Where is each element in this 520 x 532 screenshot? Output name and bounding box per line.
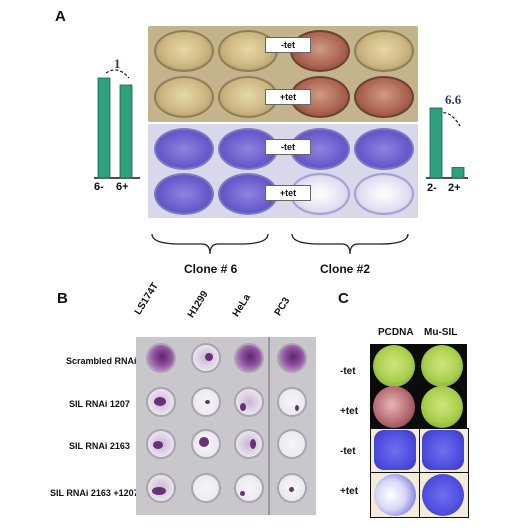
plate-c-bottom bbox=[370, 428, 469, 518]
well-c-r2c1 bbox=[373, 386, 415, 428]
col-label-b-3: HeLa bbox=[230, 292, 253, 319]
well-b-r4c2 bbox=[191, 473, 221, 503]
well-b-r2c4 bbox=[277, 387, 307, 417]
well-c-r1c2 bbox=[421, 345, 463, 387]
right-bar-annotation-value: 6.6 bbox=[445, 92, 462, 107]
row-label-c-1: -tet bbox=[340, 366, 356, 377]
well-a-r3c1 bbox=[154, 128, 214, 170]
plate-a-bottom bbox=[148, 124, 418, 218]
well-c-r2c2 bbox=[421, 386, 463, 428]
well-b-r1c2 bbox=[191, 343, 221, 373]
row-label-a-3: -tet bbox=[265, 139, 311, 155]
row-label-c-2: +tet bbox=[340, 406, 359, 417]
well-b-r4c1 bbox=[146, 473, 176, 503]
clone-label-6: Clone # 6 bbox=[184, 262, 238, 276]
left-bar-label-0: 6- bbox=[94, 181, 104, 193]
well-c-r4c1 bbox=[374, 474, 416, 516]
row-label-c-3: -tet bbox=[340, 446, 356, 457]
row-label-b-4: SIL RNAi 2163 +1207 bbox=[50, 488, 139, 498]
col-label-c-2: Mu-SIL bbox=[424, 327, 458, 338]
well-a-r4c1 bbox=[154, 173, 214, 215]
well-a-r4c4 bbox=[354, 173, 414, 215]
row-label-c-4: +tet bbox=[340, 486, 359, 497]
brace-clone-2 bbox=[291, 233, 409, 255]
row-label-b-1: Scrambled RNAi bbox=[66, 356, 137, 366]
row-label-a-1: -tet bbox=[265, 37, 311, 53]
well-c-r4c2 bbox=[422, 474, 464, 516]
left-bar-annotation-arc bbox=[105, 69, 130, 79]
well-b-r2c2 bbox=[191, 387, 221, 417]
plate-b-divider bbox=[268, 337, 270, 515]
plate-b bbox=[136, 337, 316, 515]
row-label-b-2: SIL RNAi 1207 bbox=[69, 399, 130, 409]
well-c-r3c1 bbox=[374, 430, 416, 470]
plate-c-grid-h bbox=[371, 472, 468, 473]
well-b-r1c3 bbox=[234, 343, 264, 373]
clone-label-2: Clone #2 bbox=[320, 262, 371, 276]
panel-c-letter: C bbox=[338, 290, 349, 307]
well-a-r2c4 bbox=[354, 76, 414, 118]
well-a-r1c4 bbox=[354, 30, 414, 72]
plate-c-top bbox=[370, 344, 467, 428]
row-label-a-4: +tet bbox=[265, 185, 311, 201]
well-b-r4c3 bbox=[234, 473, 264, 503]
well-a-r2c1 bbox=[154, 76, 214, 118]
left-bar-6- bbox=[97, 77, 111, 179]
well-b-r3c3 bbox=[234, 429, 264, 459]
well-b-r3c1 bbox=[146, 429, 176, 459]
well-b-r1c4 bbox=[277, 343, 307, 373]
well-b-r4c4 bbox=[277, 473, 307, 503]
col-label-c-1: PCDNA bbox=[378, 327, 414, 338]
plate-c-grid bbox=[419, 429, 420, 517]
brace-clone-6 bbox=[151, 233, 269, 255]
left-bar-6+ bbox=[119, 84, 133, 179]
well-b-r2c3 bbox=[234, 387, 264, 417]
well-c-r3c2 bbox=[422, 430, 464, 470]
panel-b-letter: B bbox=[57, 290, 68, 307]
well-a-r3c4 bbox=[354, 128, 414, 170]
well-b-r1c1 bbox=[146, 343, 176, 373]
panel-a-letter: A bbox=[55, 8, 66, 25]
well-a-r1c1 bbox=[154, 30, 214, 72]
right-bar-label-1: 2+ bbox=[448, 182, 461, 194]
col-label-b-2: H1299 bbox=[185, 289, 211, 320]
right-bar-chart bbox=[426, 107, 468, 179]
right-bar-2- bbox=[429, 107, 443, 179]
left-bar-annotation-value: 1 bbox=[114, 56, 121, 71]
left-bar-label-1: 6+ bbox=[116, 181, 129, 193]
well-b-r3c4 bbox=[277, 429, 307, 459]
left-bar-chart bbox=[94, 69, 140, 179]
well-b-r2c1 bbox=[146, 387, 176, 417]
col-label-b-1: LS174T bbox=[132, 280, 161, 317]
col-label-b-4: PC3 bbox=[272, 295, 293, 318]
right-bar-2+ bbox=[451, 167, 465, 179]
row-label-a-2: +tet bbox=[265, 89, 311, 105]
right-bar-label-0: 2- bbox=[427, 182, 437, 194]
well-b-r3c2 bbox=[191, 429, 221, 459]
well-c-r1c1 bbox=[373, 345, 415, 387]
row-label-b-3: SIL RNAi 2163 bbox=[69, 441, 130, 451]
